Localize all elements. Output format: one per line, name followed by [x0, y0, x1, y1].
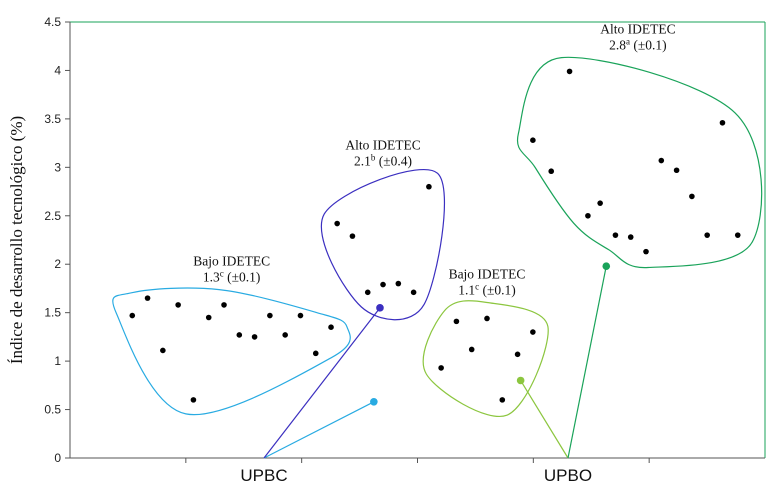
- group-value-label: 2.8a (±0.1): [609, 37, 667, 53]
- y-tick-label: 3.5: [44, 112, 61, 126]
- group-mean: 1.3: [203, 270, 220, 285]
- data-point: [328, 324, 334, 331]
- group-value-label: 2.1b (±0.4): [354, 152, 412, 168]
- x-axis: UPBC UPBO: [185, 458, 650, 485]
- group-title: Alto IDETEC: [345, 137, 420, 152]
- y-tick-label: 1: [54, 354, 61, 368]
- data-point: [484, 315, 490, 322]
- group-callout-line: [567, 266, 607, 459]
- data-point: [190, 397, 197, 403]
- group-mean: 2.8: [609, 38, 626, 53]
- y-tick-label: 2.5: [44, 209, 61, 223]
- data-point: [129, 312, 136, 319]
- data-point: [627, 234, 634, 240]
- data-point: [643, 248, 649, 255]
- data-point: [312, 350, 319, 357]
- data-point: [658, 157, 665, 164]
- group-mean: 2.1: [354, 153, 371, 168]
- y-tick-label: 0: [54, 451, 61, 465]
- group-callout-line: [520, 380, 569, 459]
- data-point: [438, 365, 444, 371]
- data-point: [719, 119, 726, 126]
- data-point: [410, 289, 417, 296]
- data-point: [453, 318, 460, 325]
- data-point: [334, 220, 340, 227]
- data-point: [297, 312, 304, 319]
- data-point: [426, 183, 432, 190]
- group-value-label: 1.1c (±0.1): [458, 281, 516, 297]
- group-callout-line: [263, 307, 381, 459]
- data-point: [349, 233, 356, 239]
- data-point: [468, 346, 475, 353]
- group-significance-letter: b: [371, 152, 376, 162]
- data-point: [221, 302, 227, 308]
- group-value-label: 1.3c (±0.1): [203, 269, 261, 285]
- data-point: [566, 68, 573, 75]
- data-point: [236, 332, 243, 338]
- group-error: (±0.1): [630, 38, 667, 53]
- group-title: Bajo IDETEC: [449, 266, 526, 281]
- data-point: [530, 137, 536, 144]
- group-title: Alto IDETEC: [600, 22, 675, 37]
- data-point: [612, 232, 619, 238]
- data-point: [251, 334, 258, 340]
- x-category-label: UPBC: [240, 466, 287, 485]
- data-point: [380, 281, 386, 288]
- y-tick-label: 3: [54, 160, 61, 174]
- data-point: [144, 295, 151, 301]
- group-error: (±0.1): [479, 282, 516, 297]
- y-tick-label: 4.5: [44, 15, 61, 29]
- y-tick-label: 2: [54, 257, 61, 271]
- group-callout-line: [263, 401, 375, 459]
- group-title: Bajo IDETEC: [193, 254, 270, 269]
- group-significance-letter: c: [220, 269, 224, 279]
- data-point: [160, 347, 166, 354]
- group-significance-letter: c: [475, 281, 479, 291]
- data-point: [530, 329, 536, 335]
- data-point: [395, 280, 402, 287]
- data-point: [364, 289, 371, 296]
- group-anchor-point: [376, 304, 384, 312]
- y-axis: 0 0.5 1 1.5 2 2.5 3 3.5 4 4.5: [44, 15, 70, 465]
- group-error: (±0.4): [375, 153, 412, 168]
- data-point: [734, 232, 741, 238]
- group-anchor-point: [370, 398, 378, 406]
- data-point: [514, 351, 521, 358]
- group-anchor-point: [602, 262, 611, 270]
- y-tick-label: 4: [54, 63, 61, 77]
- data-point: [673, 167, 680, 174]
- group-envelope: [422, 300, 549, 418]
- x-category-label: UPBO: [544, 466, 592, 485]
- group-anchor-point: [516, 376, 525, 385]
- y-tick-label: 0.5: [44, 403, 61, 417]
- group-envelope: [516, 56, 763, 269]
- data-point: [175, 302, 181, 308]
- data-point: [548, 168, 555, 175]
- y-tick-label: 1.5: [44, 306, 61, 320]
- y-axis-label: Índice de desarrollo tecnológico (%): [7, 116, 26, 364]
- group-error: (±0.1): [224, 270, 261, 285]
- data-point: [704, 232, 710, 238]
- group-mean: 1.1: [458, 282, 475, 297]
- data-point: [689, 193, 695, 200]
- plot-frame: [69, 21, 766, 459]
- group-significance-letter: a: [626, 37, 630, 47]
- group-envelope: [112, 287, 351, 416]
- group-envelope: [320, 168, 445, 321]
- data-point: [499, 397, 506, 403]
- data-point: [597, 200, 603, 206]
- data-point: [205, 314, 212, 321]
- data-point: [282, 332, 288, 338]
- data-point: [585, 212, 591, 219]
- data-point: [267, 312, 273, 319]
